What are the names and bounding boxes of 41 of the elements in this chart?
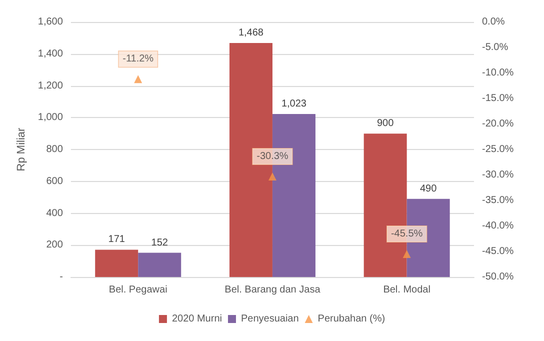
bar bbox=[95, 250, 138, 277]
data-label: 490 bbox=[420, 183, 438, 194]
legend-label: Penyesuaian bbox=[240, 314, 299, 324]
y-tick-label: 1,000 bbox=[38, 112, 64, 124]
y-tick-label: 800 bbox=[46, 144, 64, 155]
point bbox=[134, 75, 142, 84]
y2-tick-label: -40.0% bbox=[482, 220, 514, 232]
x-tick-label: Bel. Pegawai bbox=[108, 284, 168, 296]
y2-tick-label: -10.0% bbox=[482, 68, 514, 78]
y-tick-label: 400 bbox=[46, 208, 64, 219]
x-tick-label: Bel. Modal bbox=[383, 284, 430, 296]
y2-tick-label: -45.0% bbox=[482, 246, 514, 257]
data-label: 152 bbox=[151, 237, 168, 248]
data-label: 900 bbox=[376, 118, 394, 130]
point bbox=[402, 250, 411, 258]
data-label: 1,468 bbox=[238, 28, 264, 39]
x-tick-label: Bel. Barang dan Jasa bbox=[224, 284, 321, 296]
legend-label: Perubahan (%) bbox=[318, 314, 386, 324]
y-axis-title: Rp Miliar bbox=[16, 127, 28, 172]
y2-tick-label: -20.0% bbox=[482, 118, 514, 130]
data-label: 171 bbox=[108, 234, 126, 246]
data-label: -11.2% bbox=[122, 54, 154, 65]
bar bbox=[138, 252, 182, 277]
y-tick-label: 1,200 bbox=[38, 80, 64, 92]
y-tick-label: - bbox=[60, 272, 63, 282]
y2-tick-label: -35.0% bbox=[482, 195, 514, 206]
y2-tick-label: -25.0% bbox=[482, 144, 514, 155]
y2-tick-label: -30.0% bbox=[482, 170, 514, 180]
y2-tick-label: -50.0% bbox=[482, 272, 514, 282]
data-label: -30.3% bbox=[256, 151, 288, 162]
y2-tick-label: 0.0% bbox=[482, 16, 505, 28]
y2-tick-label: -5.0% bbox=[482, 42, 508, 53]
y-tick-label: 200 bbox=[46, 240, 64, 251]
y2-tick-label: -15.0% bbox=[482, 93, 514, 104]
data-label: -45.5% bbox=[390, 228, 423, 240]
data-label: 1,023 bbox=[281, 98, 307, 110]
point bbox=[268, 172, 276, 181]
legend-label: 2020 Murni bbox=[172, 314, 222, 324]
y-tick-label: 1,400 bbox=[38, 48, 64, 60]
y-tick-label: 1,600 bbox=[38, 16, 64, 28]
y-tick-label: 600 bbox=[46, 176, 64, 187]
